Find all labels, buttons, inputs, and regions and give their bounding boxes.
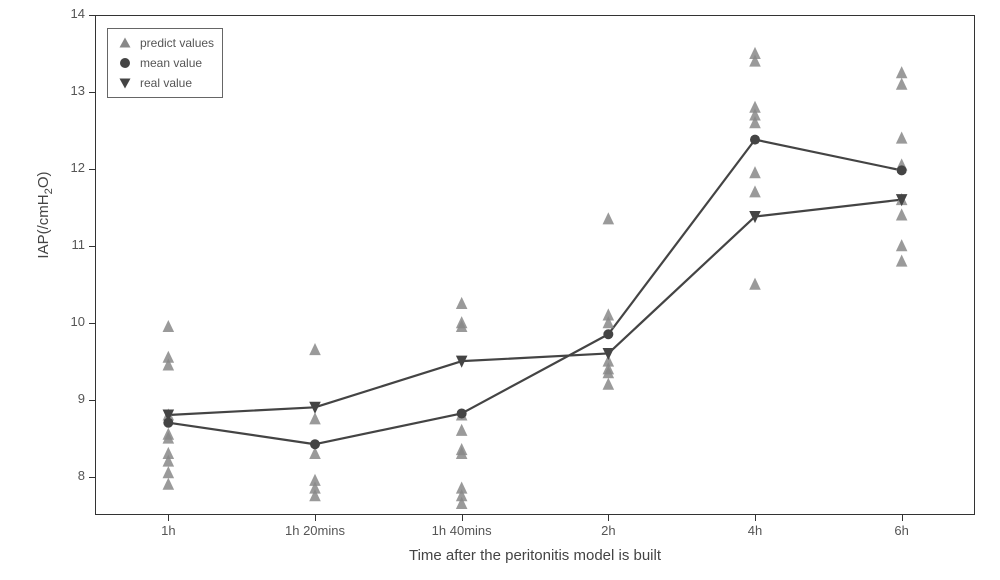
x-tick [462,515,463,521]
y-tick-label: 12 [45,160,85,175]
x-tick-label: 6h [842,523,962,538]
legend-label: mean value [140,56,202,70]
legend: predict values mean value real value [107,28,223,98]
y-tick-label: 13 [45,83,85,98]
legend-item-mean: mean value [116,53,214,73]
x-tick-label: 1h [108,523,228,538]
y-tick [89,323,95,324]
y-tick [89,92,95,93]
y-tick-label: 8 [45,468,85,483]
x-tick [315,515,316,521]
y-axis-label: IAP(/cmH2O) [35,115,55,315]
y-tick-label: 14 [45,6,85,21]
x-tick [608,515,609,521]
y-tick [89,400,95,401]
y-tick [89,15,95,16]
x-tick-label: 1h 40mins [402,523,522,538]
y-tick-label: 10 [45,314,85,329]
x-tick [755,515,756,521]
circle-icon [116,54,134,72]
x-tick [902,515,903,521]
y-tick-label: 9 [45,391,85,406]
y-tick-label: 11 [45,237,85,252]
y-tick [89,169,95,170]
iap-chart: IAP(/cmH2O) Time after the peritonitis m… [0,0,1000,580]
triangle-down-icon [116,74,134,92]
x-tick-label: 2h [548,523,668,538]
y-tick [89,477,95,478]
y-tick [89,246,95,247]
legend-label: predict values [140,36,214,50]
x-tick-label: 4h [695,523,815,538]
legend-item-predict: predict values [116,33,214,53]
x-axis-label: Time after the peritonitis model is buil… [95,547,975,564]
x-tick [168,515,169,521]
triangle-up-icon [116,34,134,52]
legend-label: real value [140,76,192,90]
legend-item-real: real value [116,73,214,93]
x-tick-label: 1h 20mins [255,523,375,538]
